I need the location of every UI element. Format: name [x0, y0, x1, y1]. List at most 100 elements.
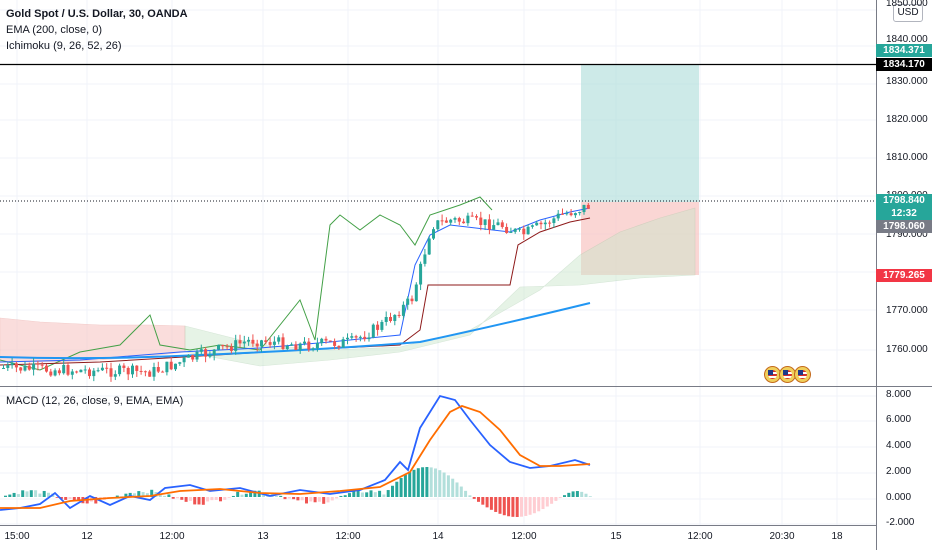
- time-tick: 15: [610, 531, 622, 542]
- grid: [0, 0, 876, 525]
- histogram-bar: [369, 490, 373, 497]
- histogram-bar: [240, 494, 244, 497]
- candle-body: [260, 340, 263, 347]
- histogram-bar: [360, 492, 364, 497]
- histogram-bar: [141, 492, 145, 497]
- macd-tick: 8.000: [886, 389, 912, 400]
- last-price-tag: 1798.840: [876, 194, 932, 207]
- histogram-bar: [223, 497, 227, 500]
- candle-body: [449, 219, 453, 223]
- candle-body: [14, 363, 18, 368]
- candle-body: [247, 339, 251, 342]
- candle-body: [195, 351, 199, 360]
- histogram-bar: [12, 492, 16, 497]
- candle-body: [315, 343, 319, 349]
- candle-body: [548, 222, 552, 224]
- candle-body: [337, 345, 341, 348]
- time-tick: 12:00: [687, 531, 713, 542]
- histogram-bar: [494, 497, 498, 512]
- candle-body: [303, 341, 306, 344]
- ema-legend[interactable]: EMA (200, close, 0): [6, 24, 102, 36]
- candle-body: [27, 365, 31, 370]
- candle-body: [518, 228, 521, 230]
- candle-body: [277, 337, 281, 342]
- price-tick: 1850.000: [886, 0, 928, 9]
- candle-body: [290, 344, 294, 346]
- histogram-bar: [489, 497, 493, 510]
- histogram-bar: [244, 493, 248, 497]
- candle-body: [569, 213, 573, 216]
- histogram-bar: [575, 491, 579, 497]
- candle-body: [281, 337, 285, 350]
- histogram-bar: [292, 497, 296, 500]
- ichimoku-legend[interactable]: Ichimoku (9, 26, 52, 26): [6, 40, 122, 52]
- candle-body: [105, 367, 109, 369]
- candle-body: [204, 349, 208, 357]
- candle-body: [539, 222, 543, 225]
- candle-body: [414, 284, 418, 302]
- candle-body: [341, 339, 345, 348]
- histogram-bar: [201, 497, 205, 505]
- position-zones: [581, 65, 699, 275]
- histogram-bar: [558, 497, 562, 498]
- candle-body: [10, 363, 14, 366]
- histogram-bar: [171, 497, 175, 499]
- candle-body: [62, 365, 66, 374]
- macd-legend[interactable]: MACD (12, 26, close, 9, EMA, EMA): [6, 395, 184, 407]
- currency-button[interactable]: USD: [893, 4, 923, 22]
- histogram-bar: [253, 490, 257, 497]
- candle-body: [358, 336, 362, 338]
- histogram-bar: [399, 478, 403, 497]
- time-tick: 12:00: [335, 531, 361, 542]
- histogram-bar: [231, 495, 235, 497]
- histogram-bar: [77, 497, 81, 501]
- candle-body: [182, 357, 186, 363]
- histogram-bar: [468, 495, 472, 497]
- histogram-bar: [219, 497, 222, 502]
- candle-body: [432, 229, 435, 239]
- histogram-bar: [21, 490, 25, 497]
- candle-body: [552, 218, 556, 224]
- candle-body: [578, 212, 582, 214]
- candle-body: [19, 367, 23, 371]
- histogram-bar: [184, 497, 188, 502]
- candle-body: [453, 218, 457, 220]
- us-flag-icon[interactable]: [794, 366, 811, 383]
- histogram-bar: [515, 497, 519, 517]
- horizontal-line-tag: 1834.170: [876, 58, 932, 71]
- histogram-bar: [124, 493, 128, 497]
- candle-body: [401, 304, 405, 316]
- candle-body: [475, 216, 478, 218]
- histogram-bar: [455, 482, 459, 497]
- candle-body: [135, 365, 139, 371]
- histogram-bar: [498, 497, 502, 514]
- histogram-bar: [335, 497, 339, 499]
- histogram-bar: [188, 497, 192, 501]
- chart-title[interactable]: Gold Spot / U.S. Dollar, 30, OANDA: [6, 8, 188, 20]
- histogram-bar: [386, 490, 390, 497]
- price-tick: 1840.000: [886, 34, 928, 45]
- histogram-bar: [554, 497, 558, 501]
- histogram-bar: [425, 467, 429, 497]
- candle-body: [40, 364, 44, 366]
- candle-body: [492, 225, 496, 230]
- tenkan-line: [0, 207, 591, 363]
- candle-body: [444, 220, 448, 223]
- candle-body: [165, 361, 169, 373]
- time-tick: 12: [81, 531, 93, 542]
- histogram-bar: [481, 497, 485, 505]
- candle-body: [148, 371, 152, 377]
- candle-body: [79, 369, 83, 373]
- kijun-line: [0, 217, 591, 366]
- histogram-bar: [343, 495, 347, 497]
- time-tick: 18: [831, 531, 843, 542]
- histogram-bar: [446, 475, 450, 497]
- candle-body: [100, 367, 104, 371]
- price-tick: 1820.000: [886, 114, 928, 125]
- histogram-bar: [150, 489, 154, 497]
- candle-body: [2, 367, 5, 369]
- histogram-bar: [528, 497, 532, 515]
- candle-body: [333, 341, 337, 346]
- candle-body: [113, 374, 117, 377]
